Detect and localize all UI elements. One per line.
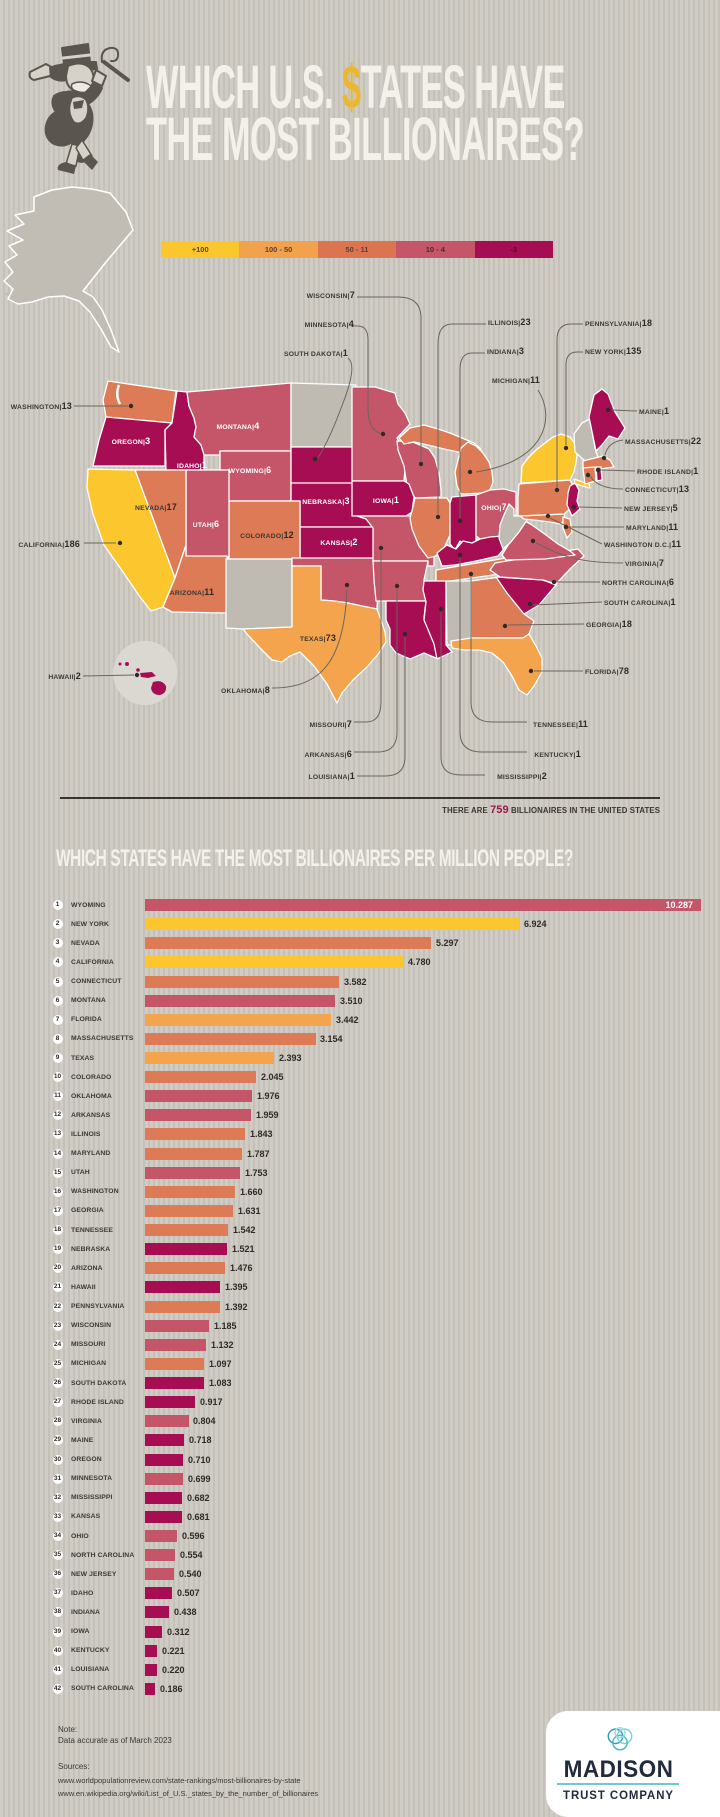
svg-text:MONTANA|4: MONTANA|4 (217, 421, 260, 431)
svg-text:COLORADO|12: COLORADO|12 (240, 530, 294, 540)
svg-text:NEVADA|17: NEVADA|17 (135, 502, 177, 512)
svg-text:UTAH|6: UTAH|6 (193, 519, 220, 529)
svg-text:MINNESOTA|4: MINNESOTA|4 (305, 319, 354, 329)
svg-text:WISCONSIN|7: WISCONSIN|7 (307, 290, 355, 300)
svg-text:KANSAS|2: KANSAS|2 (320, 537, 357, 547)
svg-text:CONNECTICUT|13: CONNECTICUT|13 (625, 484, 689, 494)
svg-text:OHIO|7: OHIO|7 (481, 502, 507, 512)
svg-text:MASSACHUSETTS|22: MASSACHUSETTS|22 (625, 436, 701, 446)
svg-text:MISSOURI|7: MISSOURI|7 (309, 719, 352, 729)
svg-text:CALIFORNIA|186: CALIFORNIA|186 (18, 539, 80, 549)
svg-text:INDIANA|3: INDIANA|3 (487, 346, 524, 356)
svg-text:WYOMING|6: WYOMING|6 (229, 465, 272, 475)
svg-text:IOWA|1: IOWA|1 (373, 495, 399, 505)
svg-text:SOUTH DAKOTA|1: SOUTH DAKOTA|1 (284, 348, 348, 358)
svg-text:MICHIGAN|11: MICHIGAN|11 (492, 375, 540, 385)
svg-text:NEW JERSEY|5: NEW JERSEY|5 (624, 503, 678, 513)
svg-text:MAINE|1: MAINE|1 (639, 406, 669, 416)
svg-text:ILLINOIS|23: ILLINOIS|23 (488, 317, 531, 327)
svg-text:WASHINGTON|13: WASHINGTON|13 (11, 401, 72, 411)
svg-text:NEW YORK|135: NEW YORK|135 (585, 346, 642, 356)
svg-text:MARYLAND|11: MARYLAND|11 (626, 522, 678, 532)
svg-text:IDAHO|1: IDAHO|1 (177, 460, 207, 470)
svg-text:ARKANSAS|6: ARKANSAS|6 (305, 749, 352, 759)
svg-text:GEORGIA|18: GEORGIA|18 (586, 619, 632, 629)
svg-text:RHODE ISLAND|1: RHODE ISLAND|1 (637, 466, 698, 476)
svg-text:WASHINGTON D.C.|11: WASHINGTON D.C.|11 (604, 539, 681, 549)
svg-text:NORTH CAROLINA|6: NORTH CAROLINA|6 (602, 577, 674, 587)
svg-text:NEBRASKA|3: NEBRASKA|3 (302, 496, 349, 506)
svg-text:MISSISSIPPI|2: MISSISSIPPI|2 (497, 771, 547, 781)
svg-text:PENNSYLVANIA|18: PENNSYLVANIA|18 (585, 318, 652, 328)
svg-text:TENNESSEE|11: TENNESSEE|11 (533, 719, 588, 729)
svg-text:OREGON|3: OREGON|3 (112, 436, 151, 446)
svg-text:FLORIDA|78: FLORIDA|78 (585, 666, 629, 676)
svg-text:TEXAS|73: TEXAS|73 (300, 633, 336, 643)
svg-text:OKLAHOMA|8: OKLAHOMA|8 (221, 685, 270, 695)
svg-text:KENTUCKY|1: KENTUCKY|1 (534, 749, 581, 759)
svg-text:VIRGINIA|7: VIRGINIA|7 (625, 558, 664, 568)
svg-text:LOUISIANA|1: LOUISIANA|1 (308, 771, 355, 781)
svg-text:ARIZONA|11: ARIZONA|11 (170, 587, 214, 597)
svg-text:HAWAII|2: HAWAII|2 (48, 671, 81, 681)
svg-text:SOUTH CAROLINA|1: SOUTH CAROLINA|1 (604, 597, 676, 607)
